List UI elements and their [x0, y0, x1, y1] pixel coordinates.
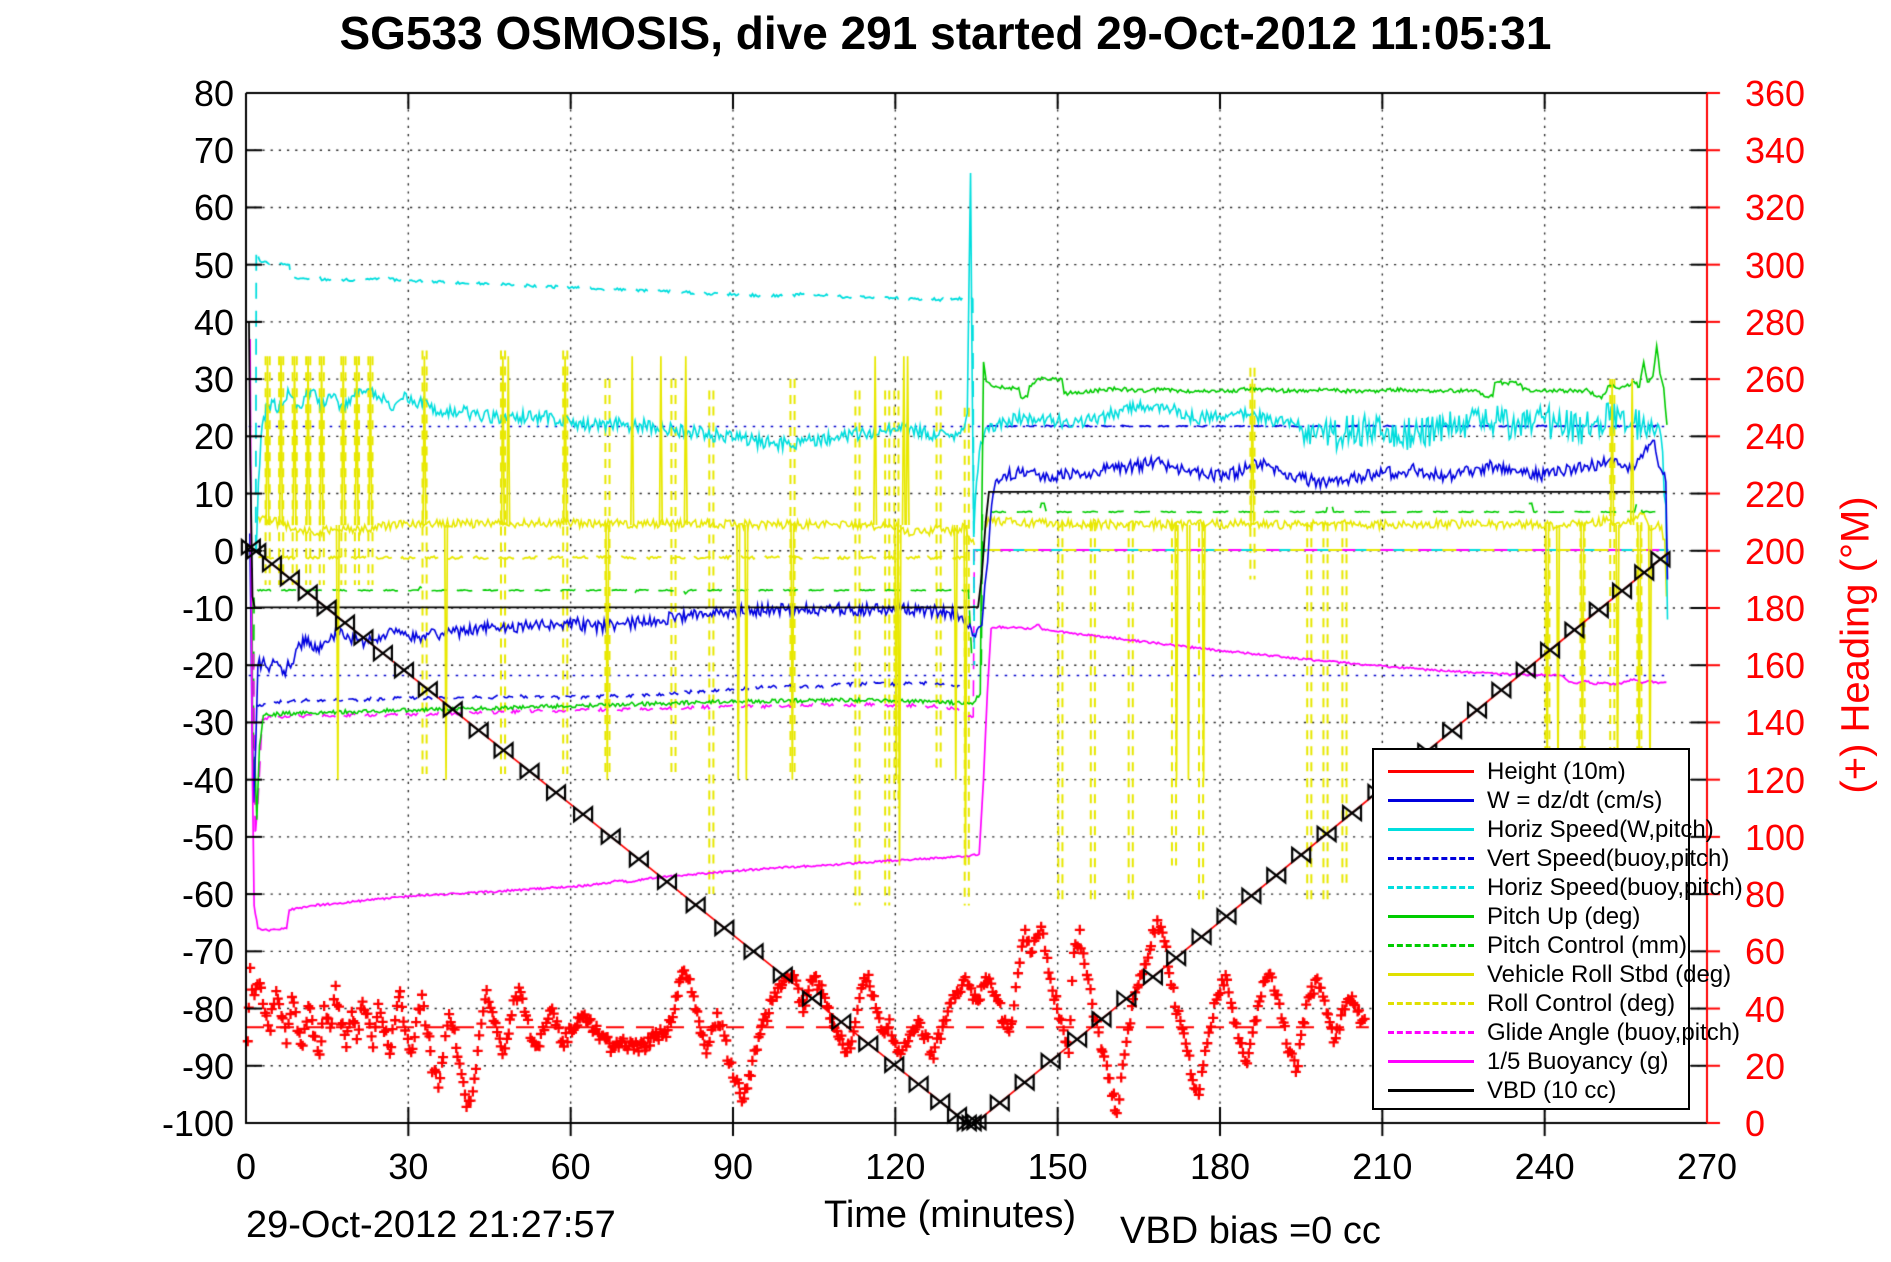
left-tick-label-20: 20 [193, 416, 234, 458]
legend-swatch-6 [1388, 944, 1474, 947]
right-tick-label-240: 240 [1745, 416, 1806, 458]
right-tick-label-80: 80 [1745, 874, 1786, 916]
x-tick-label-180: 180 [1189, 1146, 1251, 1187]
left-tick-label--20: -20 [181, 645, 234, 687]
legend-swatch-2 [1388, 828, 1474, 831]
right-tick-label-100: 100 [1745, 816, 1806, 858]
legend-item-0: Height (10m) [1374, 757, 1688, 786]
x-tick-label-90: 90 [712, 1146, 754, 1187]
legend-item-8: Roll Control (deg) [1374, 989, 1688, 1018]
legend-label-1: W = dz/dt (cm/s) [1487, 786, 1663, 814]
left-tick-label--30: -30 [181, 702, 234, 744]
right-tick-label-220: 220 [1745, 473, 1806, 515]
x-axis-label: Time (minutes) [824, 1194, 1076, 1236]
footer-timestamp: 29-Oct-2012 21:27:57 [246, 1204, 616, 1246]
left-tick-label-30: 30 [193, 359, 234, 401]
left-tick-label--60: -60 [181, 874, 234, 916]
legend-swatch-9 [1388, 1031, 1474, 1034]
x-tick-label-30: 30 [388, 1146, 429, 1187]
legend-label-2: Horiz Speed(W,pitch) [1487, 815, 1714, 843]
legend-item-5: Pitch Up (deg) [1374, 902, 1688, 931]
x-tick-label-120: 120 [865, 1146, 926, 1187]
legend-label-6: Pitch Control (mm) [1487, 931, 1688, 959]
legend-label-0: Height (10m) [1487, 757, 1626, 785]
legend-label-11: VBD (10 cc) [1487, 1076, 1617, 1104]
legend-swatch-7 [1388, 973, 1474, 976]
legend-item-2: Horiz Speed(W,pitch) [1374, 815, 1714, 844]
legend-label-9: Glide Angle (buoy,pitch) [1487, 1018, 1741, 1046]
x-tick-label-0: 0 [235, 1146, 257, 1187]
right-tick-label-140: 140 [1745, 702, 1806, 744]
right-tick-label-200: 200 [1745, 530, 1806, 572]
footer-vbd-bias: VBD bias =0 cc [1120, 1210, 1381, 1252]
left-tick-label--90: -90 [181, 1045, 234, 1087]
right-tick-label-60: 60 [1745, 931, 1786, 973]
right-tick-label-160: 160 [1745, 645, 1806, 687]
legend: Height (10m) W = dz/dt (cm/s) Horiz Speed(… [1372, 748, 1743, 1110]
x-tick-label-150: 150 [1027, 1146, 1088, 1187]
right-axis-label: (+) Heading (°M) [1833, 496, 1878, 794]
legend-label-3: Vert Speed(buoy,pitch) [1487, 844, 1730, 872]
legend-swatch-0 [1388, 770, 1474, 773]
legend-swatch-4 [1388, 886, 1474, 889]
legend-item-3: Vert Speed(buoy,pitch) [1374, 844, 1729, 873]
right-tick-label-40: 40 [1745, 988, 1786, 1030]
legend-swatch-8 [1388, 1002, 1474, 1005]
right-tick-label-280: 280 [1745, 301, 1806, 343]
x-tick-label-60: 60 [550, 1146, 591, 1187]
right-tick-label-260: 260 [1745, 359, 1806, 401]
left-tick-label-0: 0 [213, 530, 234, 572]
left-tick-label--70: -70 [181, 931, 234, 973]
left-tick-label-60: 60 [193, 187, 234, 229]
chart-title: SG533 OSMOSIS, dive 291 started 29-Oct-2… [339, 7, 1552, 59]
legend-item-1: W = dz/dt (cm/s) [1374, 786, 1688, 815]
right-tick-label-120: 120 [1745, 759, 1806, 801]
right-tick-label-0: 0 [1745, 1103, 1766, 1144]
left-tick-label--80: -80 [181, 988, 234, 1030]
x-tick-label-270: 270 [1676, 1146, 1738, 1187]
left-tick-label-70: 70 [193, 130, 234, 172]
right-tick-label-300: 300 [1745, 244, 1806, 286]
right-tick-label-360: 360 [1745, 73, 1806, 114]
legend-rows: Height (10m) W = dz/dt (cm/s) Horiz Speed(… [1374, 757, 1743, 1105]
legend-label-5: Pitch Up (deg) [1487, 902, 1641, 930]
legend-item-6: Pitch Control (mm) [1374, 931, 1688, 960]
legend-label-7: Vehicle Roll Stbd (deg) [1487, 960, 1732, 988]
right-tick-label-340: 340 [1745, 130, 1806, 172]
left-tick-label--50: -50 [181, 816, 234, 858]
legend-label-8: Roll Control (deg) [1487, 989, 1676, 1017]
left-tick-label-10: 10 [193, 473, 234, 515]
legend-swatch-5 [1388, 915, 1474, 918]
left-tick-label--100: -100 [161, 1103, 234, 1144]
legend-item-7: Vehicle Roll Stbd (deg) [1374, 960, 1731, 989]
legend-item-9: Glide Angle (buoy,pitch) [1374, 1018, 1740, 1047]
legend-swatch-3 [1388, 857, 1474, 860]
legend-label-4: Horiz Speed(buoy,pitch) [1487, 873, 1743, 901]
legend-item-4: Horiz Speed(buoy,pitch) [1374, 873, 1743, 902]
left-tick-label-50: 50 [193, 244, 234, 286]
x-tick-label-210: 210 [1352, 1146, 1413, 1187]
legend-label-10: 1/5 Buoyancy (g) [1487, 1047, 1669, 1075]
x-tick-label-240: 240 [1514, 1146, 1575, 1187]
legend-swatch-10 [1388, 1060, 1474, 1063]
right-tick-label-20: 20 [1745, 1045, 1786, 1087]
left-tick-label--10: -10 [181, 588, 234, 629]
left-tick-label--40: -40 [181, 759, 234, 801]
right-tick-label-180: 180 [1745, 588, 1806, 629]
right-tick-label-320: 320 [1745, 187, 1806, 229]
legend-item-11: VBD (10 cc) [1374, 1076, 1688, 1105]
left-tick-label-40: 40 [193, 301, 234, 343]
legend-swatch-1 [1388, 799, 1474, 802]
legend-item-10: 1/5 Buoyancy (g) [1374, 1047, 1688, 1076]
left-tick-label-80: 80 [193, 73, 234, 114]
legend-swatch-11 [1388, 1089, 1474, 1092]
